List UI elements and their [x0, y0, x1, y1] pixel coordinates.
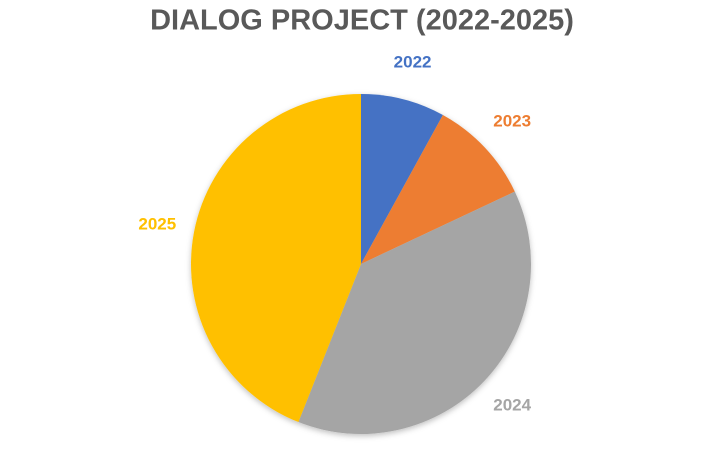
slice-label: 2024 [493, 395, 531, 414]
pie [190, 93, 532, 435]
pie-slice [361, 94, 443, 264]
slice-label: 2022 [394, 53, 432, 72]
chart-title: DIALOG PROJECT (2022-2025) [150, 5, 574, 37]
pie-slice [361, 115, 515, 264]
pie-slice [298, 191, 532, 435]
slice-label: 2025 [138, 215, 176, 234]
slice-label: 2023 [493, 112, 531, 131]
pie-slice [190, 93, 361, 423]
